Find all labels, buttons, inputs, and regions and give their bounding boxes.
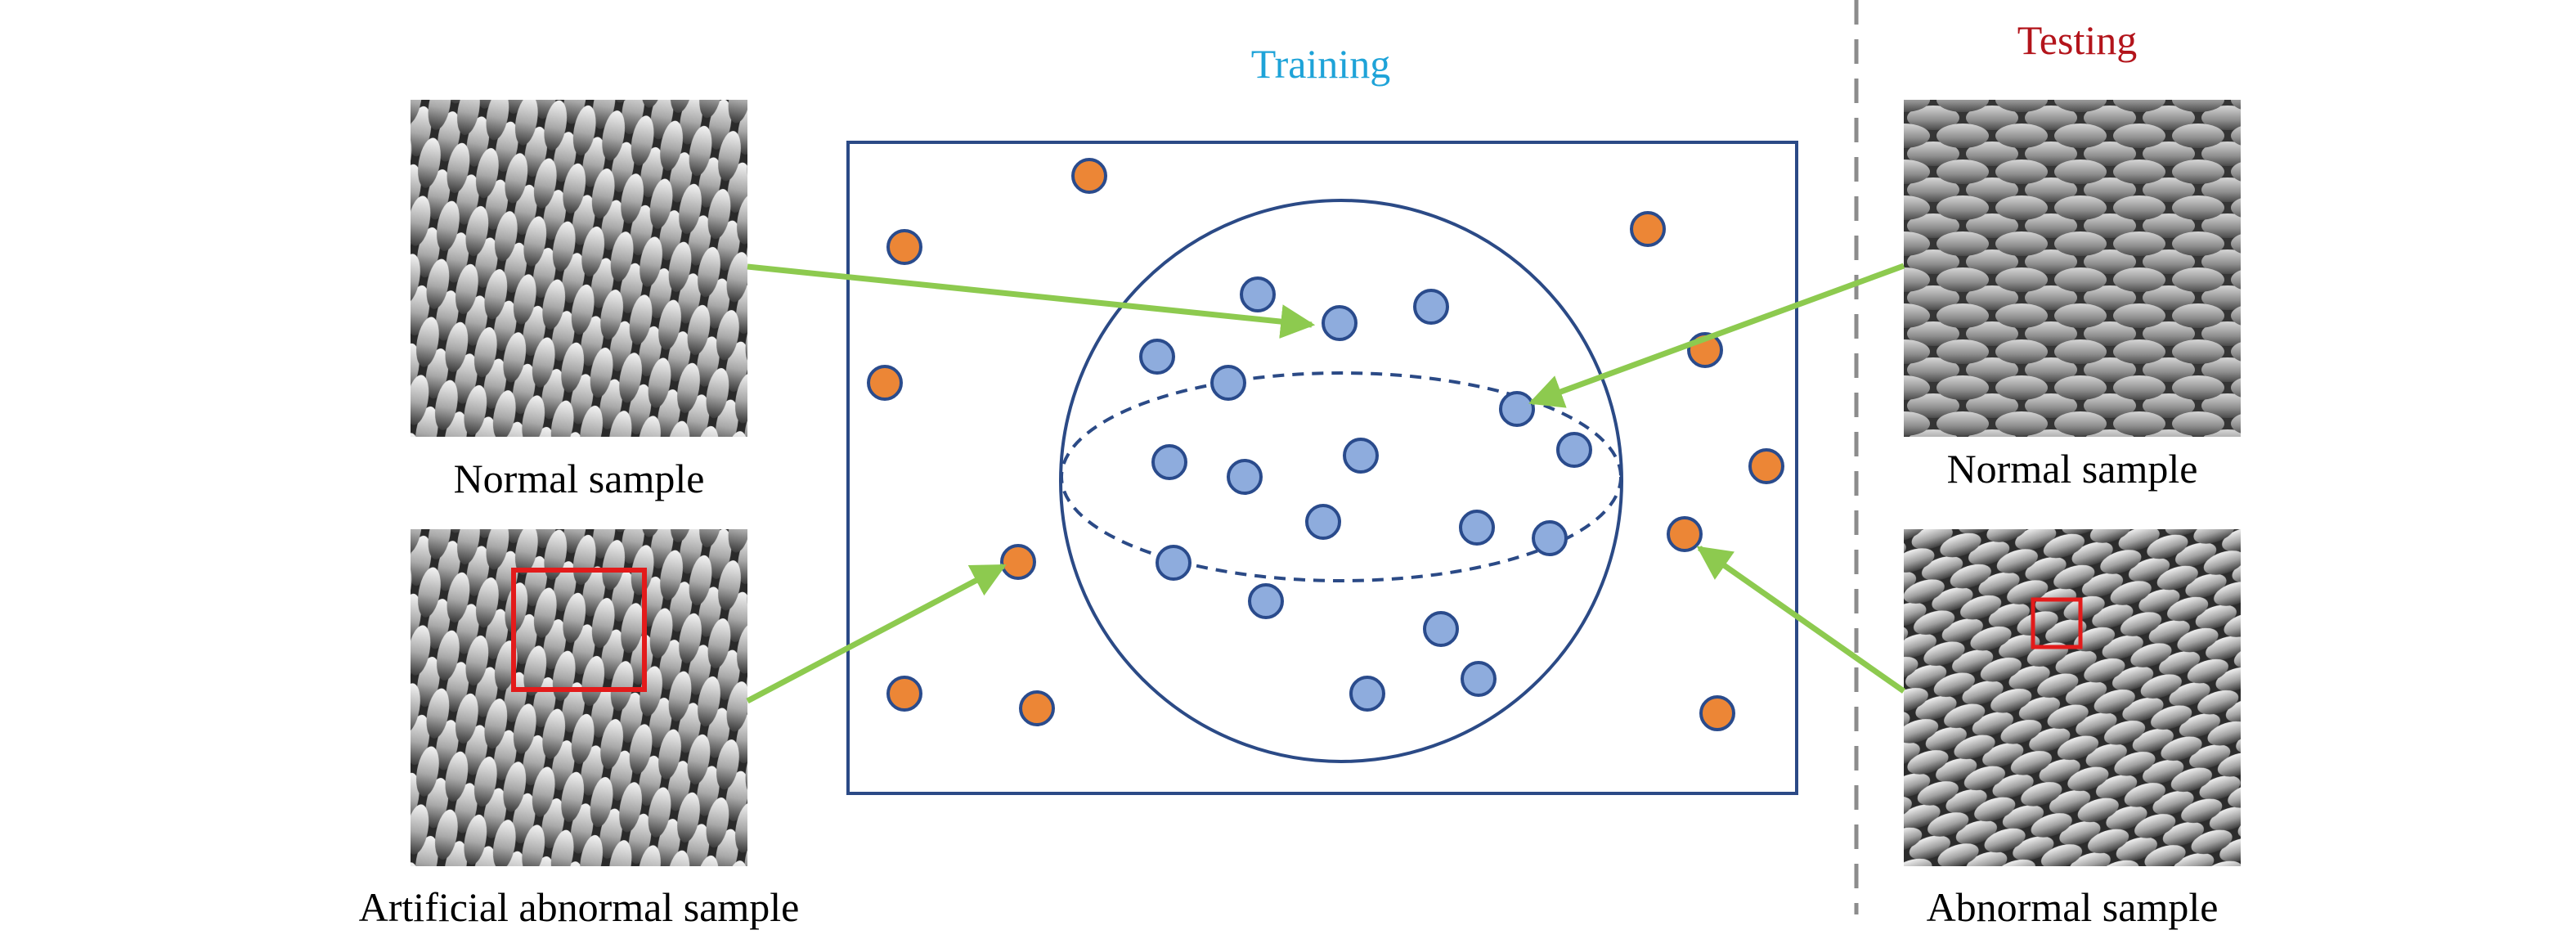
normal-point xyxy=(1423,611,1459,647)
test-abnormal-arrow xyxy=(1696,546,1906,694)
train-normal-arrow xyxy=(747,263,1316,339)
abnormal-feature-points xyxy=(867,158,1784,731)
abnormal-point xyxy=(1667,516,1703,552)
abnormal-point xyxy=(1748,448,1784,484)
abnormal-point xyxy=(1000,544,1036,580)
normal-point xyxy=(1305,504,1341,540)
abnormal-point xyxy=(867,365,903,401)
normal-hypersphere xyxy=(1059,199,1623,763)
normal-point xyxy=(1248,583,1284,619)
training-title: Training xyxy=(1250,41,1391,87)
abnormal-point xyxy=(886,229,922,265)
normal-point xyxy=(1156,545,1192,581)
normal-point xyxy=(1210,365,1246,401)
normal-point xyxy=(1532,520,1568,556)
abnormal-point xyxy=(1630,211,1666,247)
normal-point xyxy=(1227,459,1263,495)
normal-point xyxy=(1499,391,1535,427)
train-abnormal-arrow xyxy=(746,563,1007,704)
test-normal-arrow xyxy=(1528,263,1905,408)
hypersphere-equator xyxy=(1060,371,1622,582)
train-normal-sample-image xyxy=(411,100,747,437)
normal-point xyxy=(1413,289,1449,325)
normal-point xyxy=(1151,444,1187,480)
normal-point xyxy=(1461,661,1497,697)
test-abnormal-caption: Abnormal sample xyxy=(1926,884,2219,930)
abnormal-point xyxy=(886,676,922,712)
test-abnormal-sample-image xyxy=(1904,529,2241,866)
defect-region-box xyxy=(2031,597,2083,649)
abnormal-point xyxy=(1699,695,1735,731)
abnormal-point xyxy=(1071,158,1107,194)
normal-point xyxy=(1459,510,1495,546)
defect-region-box xyxy=(511,568,647,692)
test-normal-caption: Normal sample xyxy=(1946,446,2198,492)
test-normal-sample-image xyxy=(1904,100,2241,437)
train-abnormal-sample-image xyxy=(411,529,747,866)
testing-title: Testing xyxy=(2017,17,2138,63)
normal-feature-points xyxy=(1139,276,1592,712)
normal-point xyxy=(1322,305,1358,341)
normal-point xyxy=(1349,676,1385,712)
normal-point xyxy=(1343,438,1379,474)
normal-point xyxy=(1240,276,1276,312)
feature-space-frame xyxy=(846,141,1798,795)
normal-point xyxy=(1556,432,1592,468)
normal-point xyxy=(1139,339,1175,375)
train-normal-caption: Normal sample xyxy=(453,456,705,501)
abnormal-point xyxy=(1019,690,1055,726)
train-abnormal-caption: Artificial abnormal sample xyxy=(358,884,800,930)
